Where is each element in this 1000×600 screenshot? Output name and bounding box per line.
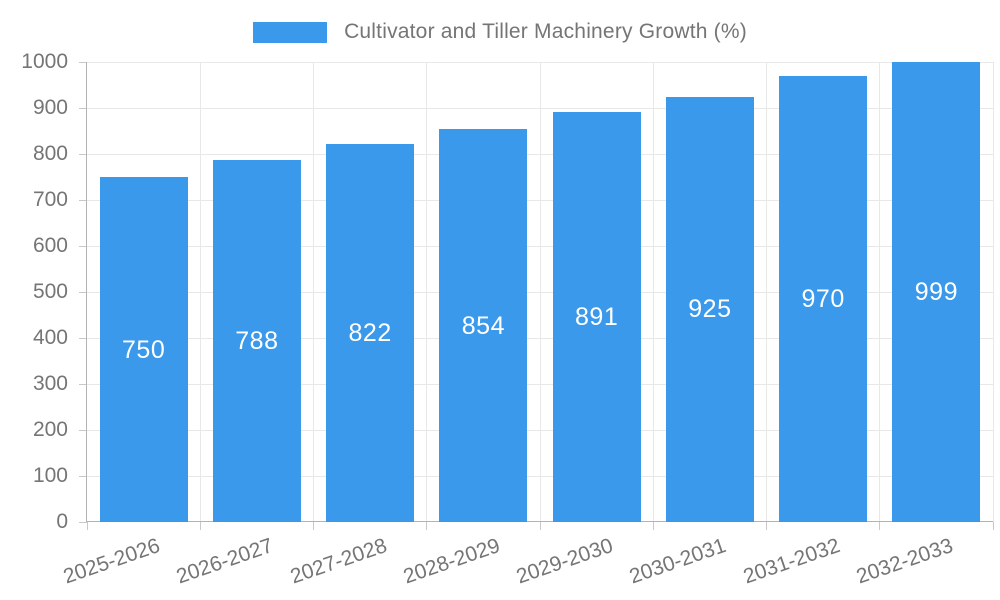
v-gridline bbox=[539, 62, 541, 522]
bar-value-label: 891 bbox=[575, 303, 619, 332]
y-tick-mark bbox=[79, 383, 87, 385]
y-tick-label: 200 bbox=[32, 418, 68, 441]
y-tick-mark bbox=[79, 429, 87, 431]
v-gridline bbox=[766, 62, 767, 522]
y-tick-mark bbox=[79, 337, 87, 339]
v-gridline bbox=[199, 62, 201, 522]
bar bbox=[892, 62, 981, 522]
y-tick-label: 800 bbox=[32, 142, 68, 165]
x-tick-mark bbox=[539, 522, 541, 530]
bar-value-label: 970 bbox=[801, 284, 845, 313]
bar-value-label: 750 bbox=[122, 335, 166, 364]
legend: Cultivator and Tiller Machinery Growth (… bbox=[0, 13, 1000, 51]
bar-value-label: 999 bbox=[914, 278, 958, 307]
bar bbox=[99, 177, 188, 522]
y-tick-label: 400 bbox=[32, 326, 68, 349]
y-tick-label: 100 bbox=[32, 464, 68, 487]
y-tick-mark bbox=[79, 475, 87, 477]
bar-value-label: 822 bbox=[348, 318, 392, 347]
x-tick-label: 2029-2030 bbox=[513, 534, 617, 589]
x-tick-label: 2027-2028 bbox=[287, 534, 390, 589]
x-tick-mark bbox=[992, 522, 994, 530]
y-tick-label: 300 bbox=[32, 372, 68, 395]
y-tick-label: 0 bbox=[56, 510, 68, 533]
y-tick-mark bbox=[79, 521, 87, 523]
x-tick-mark bbox=[652, 522, 654, 530]
bar bbox=[552, 112, 641, 522]
v-gridline bbox=[426, 62, 428, 522]
v-gridline bbox=[879, 62, 881, 522]
y-tick-mark bbox=[79, 61, 87, 63]
x-tick-mark bbox=[426, 522, 428, 530]
bar bbox=[665, 96, 754, 522]
bar bbox=[212, 159, 301, 522]
y-axis-line bbox=[86, 62, 87, 522]
x-tick-label: 2028-2029 bbox=[400, 534, 503, 589]
x-tick-mark bbox=[313, 522, 314, 530]
x-tick-mark bbox=[879, 522, 881, 530]
x-tick-label: 2031-2032 bbox=[740, 534, 843, 589]
y-tick-label: 600 bbox=[32, 234, 68, 257]
x-tick-label: 2030-2031 bbox=[626, 534, 730, 589]
y-tick-label: 500 bbox=[32, 280, 68, 303]
legend-swatch bbox=[253, 21, 328, 43]
y-tick-mark bbox=[79, 291, 87, 293]
x-tick-mark bbox=[766, 522, 767, 530]
v-gridline bbox=[652, 62, 654, 522]
y-tick-mark bbox=[79, 245, 87, 247]
v-gridline bbox=[992, 62, 994, 522]
legend-label: Cultivator and Tiller Machinery Growth (… bbox=[344, 20, 747, 43]
bar bbox=[326, 143, 415, 522]
x-tick-label: 2026-2027 bbox=[173, 534, 277, 589]
bar bbox=[439, 129, 528, 522]
v-gridline bbox=[313, 62, 314, 522]
bar-value-label: 925 bbox=[688, 295, 732, 324]
bar-value-label: 854 bbox=[461, 311, 505, 340]
y-tick-mark bbox=[79, 153, 87, 155]
x-axis-line bbox=[87, 521, 993, 522]
x-tick-mark bbox=[199, 522, 201, 530]
x-tick-label: 2025-2026 bbox=[60, 534, 164, 589]
x-tick-mark bbox=[86, 522, 88, 530]
y-tick-mark bbox=[79, 107, 87, 109]
x-tick-label: 2032-2033 bbox=[853, 534, 956, 589]
y-tick-label: 1000 bbox=[21, 50, 68, 73]
y-tick-label: 700 bbox=[32, 188, 68, 211]
bar bbox=[779, 75, 868, 522]
y-tick-mark bbox=[79, 199, 87, 201]
y-tick-label: 900 bbox=[32, 96, 68, 119]
bar-value-label: 788 bbox=[235, 326, 279, 355]
